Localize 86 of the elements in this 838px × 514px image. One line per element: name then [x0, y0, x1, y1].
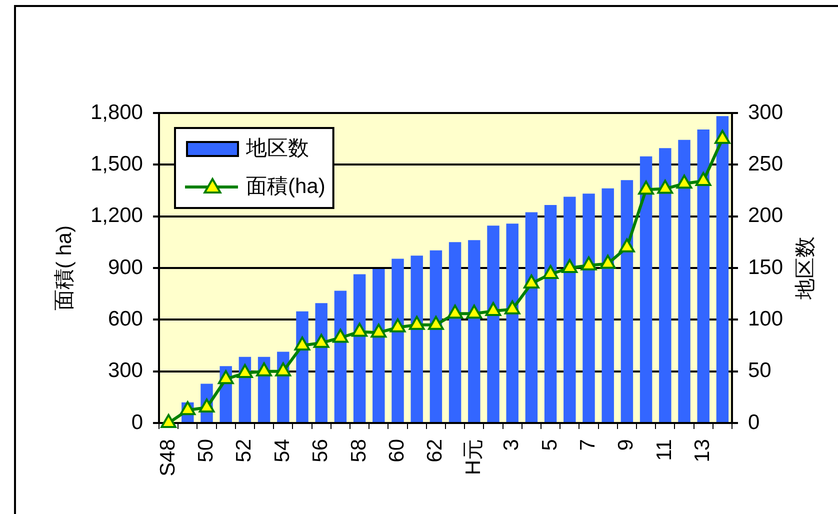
- bar: [392, 258, 404, 422]
- bar: [602, 188, 614, 422]
- y-tick-label: 900: [108, 256, 143, 279]
- point: [218, 370, 234, 384]
- y-tick-label: 1,500: [90, 152, 143, 176]
- point: [657, 180, 674, 194]
- bar: [716, 116, 729, 422]
- y-tick-label: 1,200: [90, 204, 143, 228]
- y-tick-label: 0: [131, 410, 143, 434]
- point: [332, 328, 348, 343]
- bar: [582, 194, 595, 422]
- x-tick-label: H元: [462, 439, 485, 476]
- point: [695, 172, 712, 186]
- x-tick-label: 9: [614, 439, 638, 451]
- bar: [448, 242, 462, 422]
- y2-axis-title: 地区数: [794, 236, 817, 300]
- x-tick-label: 5: [538, 439, 562, 451]
- point: [370, 324, 387, 338]
- y-tick-label: 1,800: [90, 100, 143, 124]
- x-tick-label: 60: [386, 439, 409, 462]
- bar: [659, 148, 672, 422]
- bar: [468, 240, 480, 422]
- bar: [372, 269, 385, 422]
- x-tick-label: 58: [347, 439, 370, 462]
- point: [676, 174, 692, 189]
- x-tick-label: 3: [500, 439, 524, 451]
- bar: [525, 212, 538, 422]
- point: [352, 322, 368, 337]
- y2-tick-label: 300: [748, 100, 784, 124]
- y2-tick-label: 250: [748, 152, 784, 176]
- legend-label: 地区数: [245, 136, 309, 160]
- point: [313, 334, 330, 348]
- point: [428, 316, 444, 330]
- point: [580, 256, 597, 270]
- bar: [296, 311, 308, 422]
- point: [619, 238, 635, 252]
- legend-label: 面積(ha): [246, 174, 326, 198]
- bar: [620, 180, 634, 422]
- point: [562, 259, 578, 273]
- point: [714, 130, 730, 144]
- point: [600, 254, 616, 269]
- y2-tick-label: 0: [748, 410, 760, 434]
- x-tick-label: 62: [424, 439, 447, 462]
- bar: [640, 156, 652, 422]
- point: [198, 398, 215, 412]
- point: [524, 274, 540, 288]
- bar: [430, 250, 442, 422]
- point: [256, 362, 272, 376]
- point: [180, 401, 196, 416]
- point: [160, 414, 176, 428]
- bar: [487, 226, 500, 422]
- point: [485, 302, 502, 316]
- y2-tick-label: 150: [748, 256, 784, 279]
- point: [390, 318, 406, 332]
- bar: [678, 140, 690, 422]
- point: [466, 304, 482, 319]
- x-tick-label: 13: [691, 439, 714, 462]
- y2-tick-label: 200: [748, 204, 784, 228]
- point: [638, 180, 654, 195]
- bar: [410, 256, 423, 422]
- x-tick-label: S48: [156, 439, 180, 476]
- y-axis-title: 面積( ha): [52, 225, 76, 311]
- point: [237, 364, 253, 378]
- bar: [334, 290, 347, 422]
- y-tick-label: 300: [108, 359, 143, 382]
- y2-tick-label: 50: [748, 359, 772, 382]
- point: [275, 362, 292, 376]
- bar: [353, 274, 366, 422]
- x-tick-label: 52: [232, 439, 256, 462]
- x-tick-label: 11: [652, 439, 676, 461]
- bar: [697, 130, 710, 422]
- x-tick-label: 7: [576, 439, 600, 451]
- x-tick-label: 50: [194, 439, 218, 462]
- x-tick-label: 54: [270, 438, 294, 462]
- point: [542, 265, 558, 280]
- x-tick-label: 56: [309, 439, 332, 462]
- point: [504, 300, 520, 314]
- point: [294, 336, 310, 350]
- y2-tick-label: 100: [748, 307, 784, 330]
- bar: [506, 224, 518, 422]
- point: [447, 304, 463, 319]
- y-tick-label: 600: [108, 307, 143, 330]
- bar: [564, 196, 576, 422]
- bar: [544, 204, 557, 422]
- point: [408, 316, 425, 330]
- bar: [315, 303, 328, 422]
